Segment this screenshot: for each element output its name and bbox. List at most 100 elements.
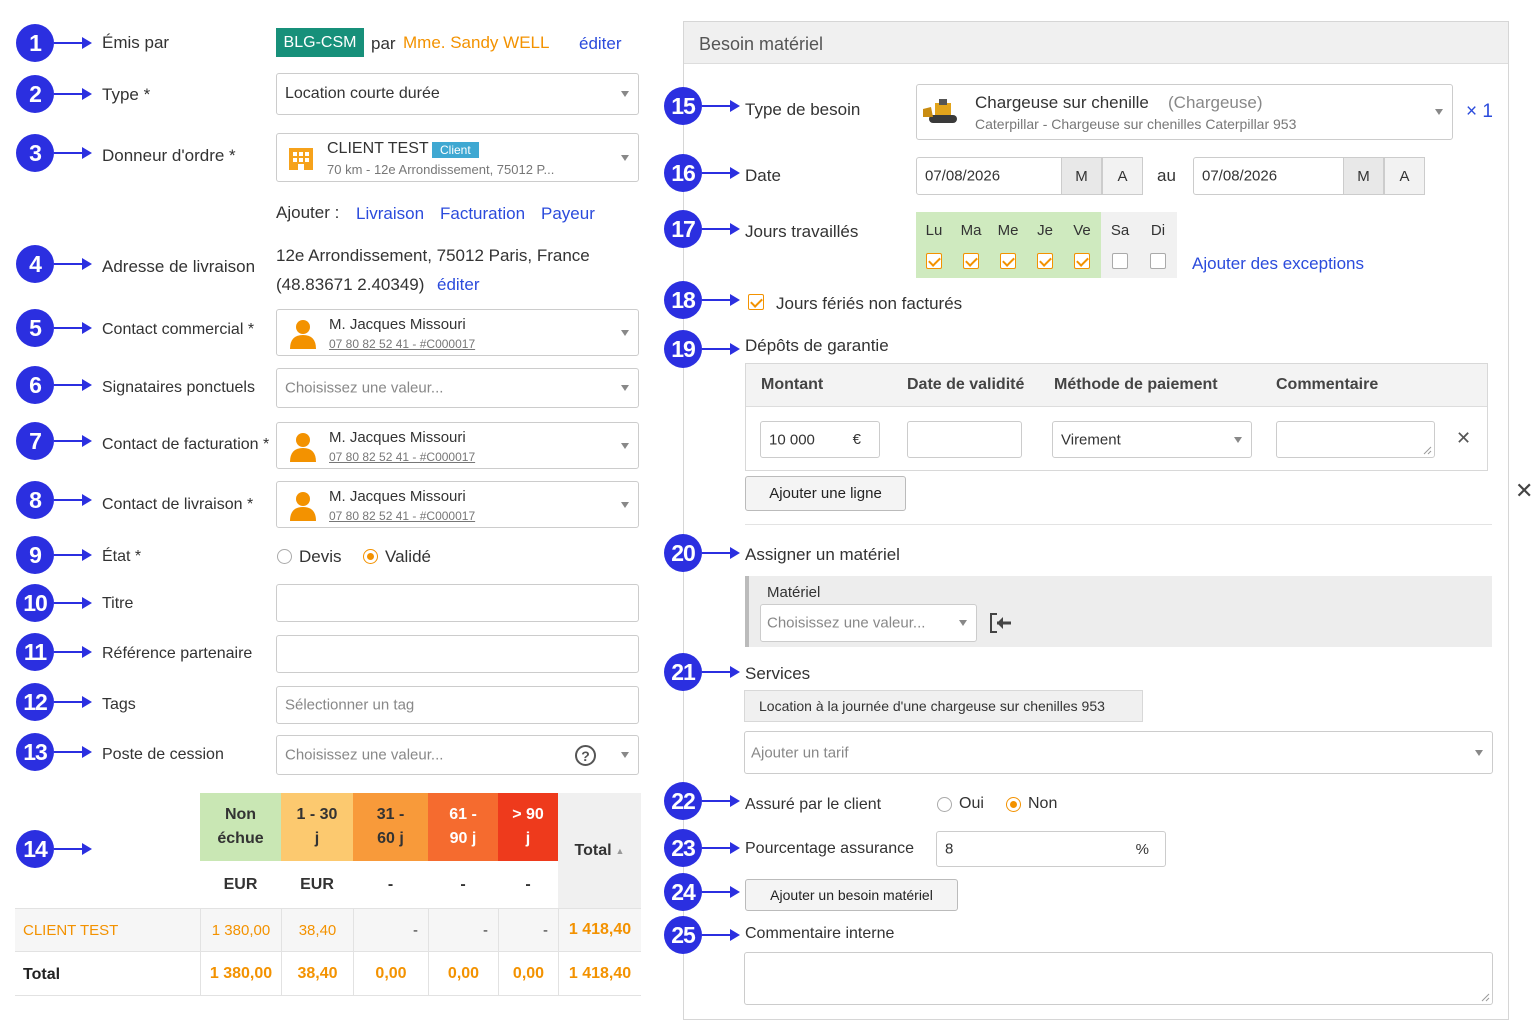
assure-oui-radio[interactable] (937, 797, 952, 812)
date-validite-input[interactable] (907, 421, 1022, 458)
depots-table (745, 363, 1488, 471)
day-label: Ve (1073, 222, 1091, 239)
step-badge-5: 5 (16, 309, 54, 347)
close-icon[interactable]: ✕ (1515, 478, 1534, 503)
par-text: par (371, 34, 396, 53)
day-checkbox-sa[interactable] (1112, 253, 1128, 269)
besoin-sub: Caterpillar - Chargeuse sur chenilles Ca… (975, 116, 1297, 132)
besoin-category: (Chargeuse) (1168, 93, 1263, 112)
montant-input[interactable]: 10 000 € (760, 421, 880, 458)
assure-non-radio[interactable] (1006, 797, 1021, 812)
arrow-icon (702, 841, 740, 855)
tarif-placeholder: Ajouter un tarif (751, 744, 849, 761)
titre-input[interactable] (276, 584, 639, 622)
signataires-select[interactable]: Choisissez une valeur... (276, 368, 639, 408)
panel-title: Besoin matériel (699, 34, 824, 54)
methode-select[interactable]: Virement (1052, 421, 1252, 458)
contact-livraison-select[interactable]: M. Jacques Missouri 07 80 82 52 41 - #C0… (276, 481, 639, 528)
day-checkbox-lu[interactable] (926, 253, 942, 269)
add-besoin-button[interactable]: Ajouter un besoin matériel (745, 879, 958, 911)
issuer-name[interactable]: Mme. Sandy WELL (403, 33, 550, 52)
aging-header-4: > 90 j (498, 793, 558, 861)
help-icon[interactable]: ? (575, 745, 596, 766)
date-from-a-button[interactable]: A (1102, 157, 1143, 195)
type-besoin-select[interactable]: Chargeuse sur chenille (Chargeuse) Cater… (916, 84, 1453, 140)
aging-table: Non échue 1 - 30 j 31 -60 j 61 -90 j > 90 j… (15, 793, 641, 999)
aging-total-header[interactable]: Total ▲ (558, 793, 641, 908)
date-to-a-button[interactable]: A (1384, 157, 1425, 195)
feries-label: Jours fériés non facturés (776, 294, 963, 313)
poste-label: Poste de cession (102, 746, 224, 763)
adresse-label: Adresse de livraison (102, 257, 256, 276)
reference-label: Référence partenaire (102, 645, 253, 662)
commentaire-textarea[interactable] (744, 952, 1493, 1005)
poste-placeholder: Choisissez une valeur... (285, 746, 444, 764)
step-badge-24: 24 (664, 873, 702, 911)
titre-label: Titre (102, 595, 134, 612)
etat-devis-radio[interactable] (277, 549, 292, 564)
date-to-m-button[interactable]: M (1343, 157, 1384, 195)
pourcentage-label: Pourcentage assurance (745, 840, 914, 857)
remove-row-icon[interactable]: ✕ (1456, 428, 1472, 448)
step-badge-12: 12 (16, 683, 54, 721)
reference-input[interactable] (276, 635, 639, 673)
resize-handle-icon[interactable] (1423, 446, 1432, 455)
donneur-address: 70 km - 12e Arrondissement, 75012 P... (327, 162, 555, 177)
resize-handle-icon[interactable] (1481, 993, 1490, 1002)
day-checkbox-di[interactable] (1150, 253, 1166, 269)
step-badge-25: 25 (664, 916, 702, 954)
day-label: Di (1150, 222, 1166, 239)
aging-cell: 38,40 (281, 952, 353, 996)
montant-value: 10 000 (769, 431, 815, 448)
day-checkbox-me[interactable] (1000, 253, 1016, 269)
aging-header-0: Non échue (200, 793, 281, 861)
contact-commercial-select[interactable]: M. Jacques Missouri 07 80 82 52 41 - #C0… (276, 309, 639, 356)
tags-input[interactable]: Sélectionner un tag (276, 686, 639, 724)
donneur-select[interactable]: CLIENT TEST Client 70 km - 12e Arrondiss… (276, 133, 639, 182)
quantity-multiplier[interactable]: × 1 (1466, 101, 1493, 122)
assure-label: Assuré par le client (745, 796, 882, 813)
materiel-select[interactable]: Choisissez une valeur... (760, 604, 977, 642)
service-tag[interactable]: Location à la journée d'une chargeuse su… (744, 690, 1143, 722)
feries-checkbox[interactable] (748, 294, 764, 310)
arrow-icon (702, 885, 740, 899)
day-checkbox-ma[interactable] (963, 253, 979, 269)
commentaire-depot-input[interactable] (1276, 421, 1435, 458)
aging-unit: - (460, 875, 466, 893)
add-line-button[interactable]: Ajouter une ligne (745, 476, 906, 511)
arrow-icon (54, 434, 92, 448)
jours-label: Jours travaillés (745, 222, 859, 241)
depots-header-row (746, 364, 1487, 407)
add-payeur-link[interactable]: Payeur (541, 204, 595, 223)
tarif-select[interactable]: Ajouter un tarif (744, 731, 1493, 774)
building-icon (289, 148, 313, 170)
pourcentage-input[interactable]: 8 % (936, 831, 1166, 867)
add-livraison-link[interactable]: Livraison (356, 204, 425, 223)
depots-header: Montant (761, 376, 824, 393)
step-badge-11: 11 (16, 633, 54, 671)
aging-cell: - (428, 908, 498, 952)
arrow-icon (54, 548, 92, 562)
edit-issuer-link[interactable]: éditer (579, 34, 622, 53)
date-from-m-button[interactable]: M (1061, 157, 1102, 195)
day-checkbox-je[interactable] (1037, 253, 1053, 269)
poste-select[interactable]: Choisissez une valeur... ? (276, 735, 639, 775)
edit-address-link[interactable]: éditer (437, 275, 480, 294)
arrow-icon (702, 99, 740, 113)
etat-valide-radio[interactable] (363, 549, 378, 564)
aging-total-name: Total (23, 966, 61, 983)
day-checkbox-ve[interactable] (1074, 253, 1090, 269)
donneur-name: CLIENT TEST (327, 140, 429, 157)
aging-cell: 0,00 (353, 952, 428, 996)
contact-name: M. Jacques Missouri (329, 429, 466, 446)
aging-row-name[interactable]: CLIENT TEST (23, 922, 119, 939)
panel-header (684, 22, 1508, 64)
contact-facturation-select[interactable]: M. Jacques Missouri 07 80 82 52 41 - #C0… (276, 422, 639, 469)
type-select[interactable]: Location courte durée (276, 73, 639, 115)
emis-par-label: Émis par (102, 33, 170, 52)
sign-in-icon[interactable] (989, 612, 1013, 634)
sort-icon: ▲ (615, 845, 625, 856)
aging-cell: 1 380,00 (200, 952, 281, 996)
add-facturation-link[interactable]: Facturation (440, 204, 526, 223)
add-exceptions-link[interactable]: Ajouter des exceptions (1192, 254, 1364, 273)
